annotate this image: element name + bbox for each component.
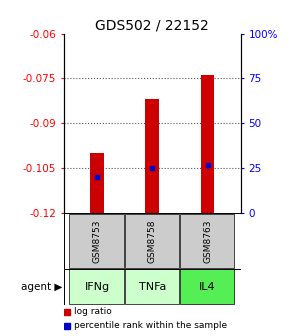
Text: log ratio: log ratio <box>75 307 112 316</box>
Bar <box>90 153 104 213</box>
Bar <box>180 269 234 304</box>
Text: TNFa: TNFa <box>139 282 166 292</box>
Bar <box>125 269 179 304</box>
Bar <box>69 269 124 304</box>
Bar <box>201 76 214 213</box>
Title: GDS502 / 22152: GDS502 / 22152 <box>95 18 209 33</box>
Text: agent ▶: agent ▶ <box>21 282 63 292</box>
Bar <box>125 214 179 268</box>
Bar <box>145 99 159 213</box>
Text: GSM8753: GSM8753 <box>93 219 102 263</box>
Text: IFNg: IFNg <box>84 282 110 292</box>
Text: IL4: IL4 <box>199 282 216 292</box>
Text: GSM8763: GSM8763 <box>203 219 212 263</box>
Text: GSM8758: GSM8758 <box>148 219 157 263</box>
Text: percentile rank within the sample: percentile rank within the sample <box>75 321 228 330</box>
Bar <box>180 214 234 268</box>
Bar <box>69 214 124 268</box>
